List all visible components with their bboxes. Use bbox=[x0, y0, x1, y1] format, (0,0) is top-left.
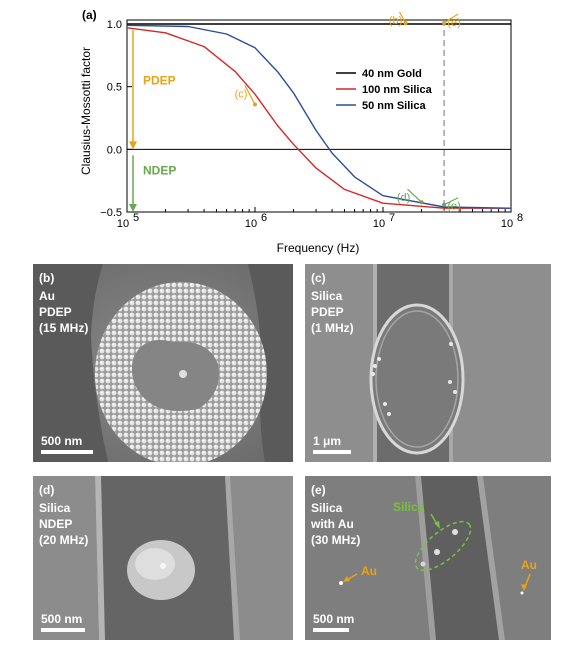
silica-tag: Silica bbox=[393, 500, 425, 514]
panel-d-scalebar: 500 nm bbox=[41, 612, 85, 632]
annotation-arrow bbox=[443, 13, 459, 24]
legend-entry-1: 100 nm Silica bbox=[362, 84, 433, 96]
annotation-label: (c) bbox=[235, 88, 248, 100]
sem-image-e bbox=[305, 476, 551, 640]
ndep-arrowhead bbox=[129, 204, 137, 212]
panel-c-label: (c) bbox=[311, 271, 326, 285]
annotation-label: (e) bbox=[447, 201, 460, 213]
y-tick-label: 0.5 bbox=[107, 82, 122, 94]
sem-panel-c: (c) Silica PDEP (1 MHz) 1 μm bbox=[305, 264, 551, 462]
sem-image-b bbox=[33, 264, 293, 462]
y-tick-label: 1.0 bbox=[107, 19, 122, 31]
panel-e-scalebar: 500 nm bbox=[313, 612, 354, 632]
panel-d-description: Silica NDEP (20 MHz) bbox=[39, 501, 89, 547]
legend-entry-0: 40 nm Gold bbox=[362, 68, 422, 80]
annotation-label: (b) bbox=[389, 15, 402, 27]
annotation-arrow bbox=[244, 85, 256, 105]
annotation-label: (d) bbox=[397, 192, 410, 204]
x-tick-label: 10 bbox=[373, 218, 385, 230]
annotation-arrowhead bbox=[403, 21, 408, 25]
x-tick-label: 10 bbox=[117, 218, 129, 230]
panel-c-scalebar: 1 μm bbox=[313, 434, 351, 454]
pdep-arrowhead bbox=[129, 141, 137, 150]
panel-b-label: (b) bbox=[39, 271, 55, 285]
ndep-label: NDEP bbox=[143, 164, 176, 178]
annotation-arrow bbox=[399, 11, 407, 24]
x-tick-label: 10 bbox=[501, 218, 513, 230]
panel-b-description: Au PDEP (15 MHz) bbox=[39, 289, 89, 335]
annotation-arrowhead bbox=[419, 200, 424, 205]
x-tick-exponent: 8 bbox=[517, 212, 523, 224]
annotation-arrowhead bbox=[253, 102, 257, 107]
cm-factor-chart: (a) 1.00.50.0−0.510 5 10 6 10 7 10 8PDEPNDEP40 … bbox=[79, 8, 523, 255]
annotation-arrow bbox=[407, 188, 422, 203]
sem-panel-e: (e) Silica with Au (30 MHz) Silica Au Au… bbox=[305, 476, 551, 640]
plot-frame bbox=[126, 19, 512, 213]
y-axis-title: Clausius-Mossotti factor bbox=[79, 47, 93, 175]
y-tick-label: −0.5 bbox=[100, 207, 122, 219]
panel-e-description: Silica with Au (30 MHz) bbox=[311, 501, 361, 547]
au-tag-right: Au bbox=[521, 558, 537, 572]
series-line-2 bbox=[126, 24, 512, 209]
sem-image-d bbox=[33, 476, 293, 640]
annotation-arrowhead bbox=[442, 202, 447, 207]
panel-b-scalebar: 500 nm bbox=[41, 434, 93, 454]
panel-a-label: (a) bbox=[82, 8, 97, 22]
x-tick-exponent: 6 bbox=[261, 212, 267, 224]
panel-c-description: Silica PDEP (1 MHz) bbox=[311, 289, 354, 335]
x-tick-label: 10 bbox=[245, 218, 257, 230]
series-line-1 bbox=[126, 27, 511, 209]
legend-entry-2: 50 nm Silica bbox=[362, 100, 426, 112]
sem-image-c bbox=[305, 264, 551, 462]
pdep-label: PDEP bbox=[143, 74, 176, 88]
sem-panel-d: (d) Silica NDEP (20 MHz) 500 nm bbox=[33, 476, 293, 640]
au-tag-left: Au bbox=[361, 564, 377, 578]
panel-e-label: (e) bbox=[311, 483, 326, 497]
y-tick-label: 0.0 bbox=[107, 144, 122, 156]
x-tick-exponent: 7 bbox=[389, 212, 395, 224]
sem-panel-b: (b) Au PDEP (15 MHz) 500 nm bbox=[33, 264, 293, 462]
annotation-arrowhead bbox=[442, 21, 447, 25]
annotation-label: (e) bbox=[447, 17, 460, 29]
panel-d-label: (d) bbox=[39, 483, 55, 497]
annotation-arrow bbox=[443, 197, 459, 206]
x-tick-exponent: 5 bbox=[133, 212, 139, 224]
x-axis-title: Frequency (Hz) bbox=[277, 241, 360, 255]
